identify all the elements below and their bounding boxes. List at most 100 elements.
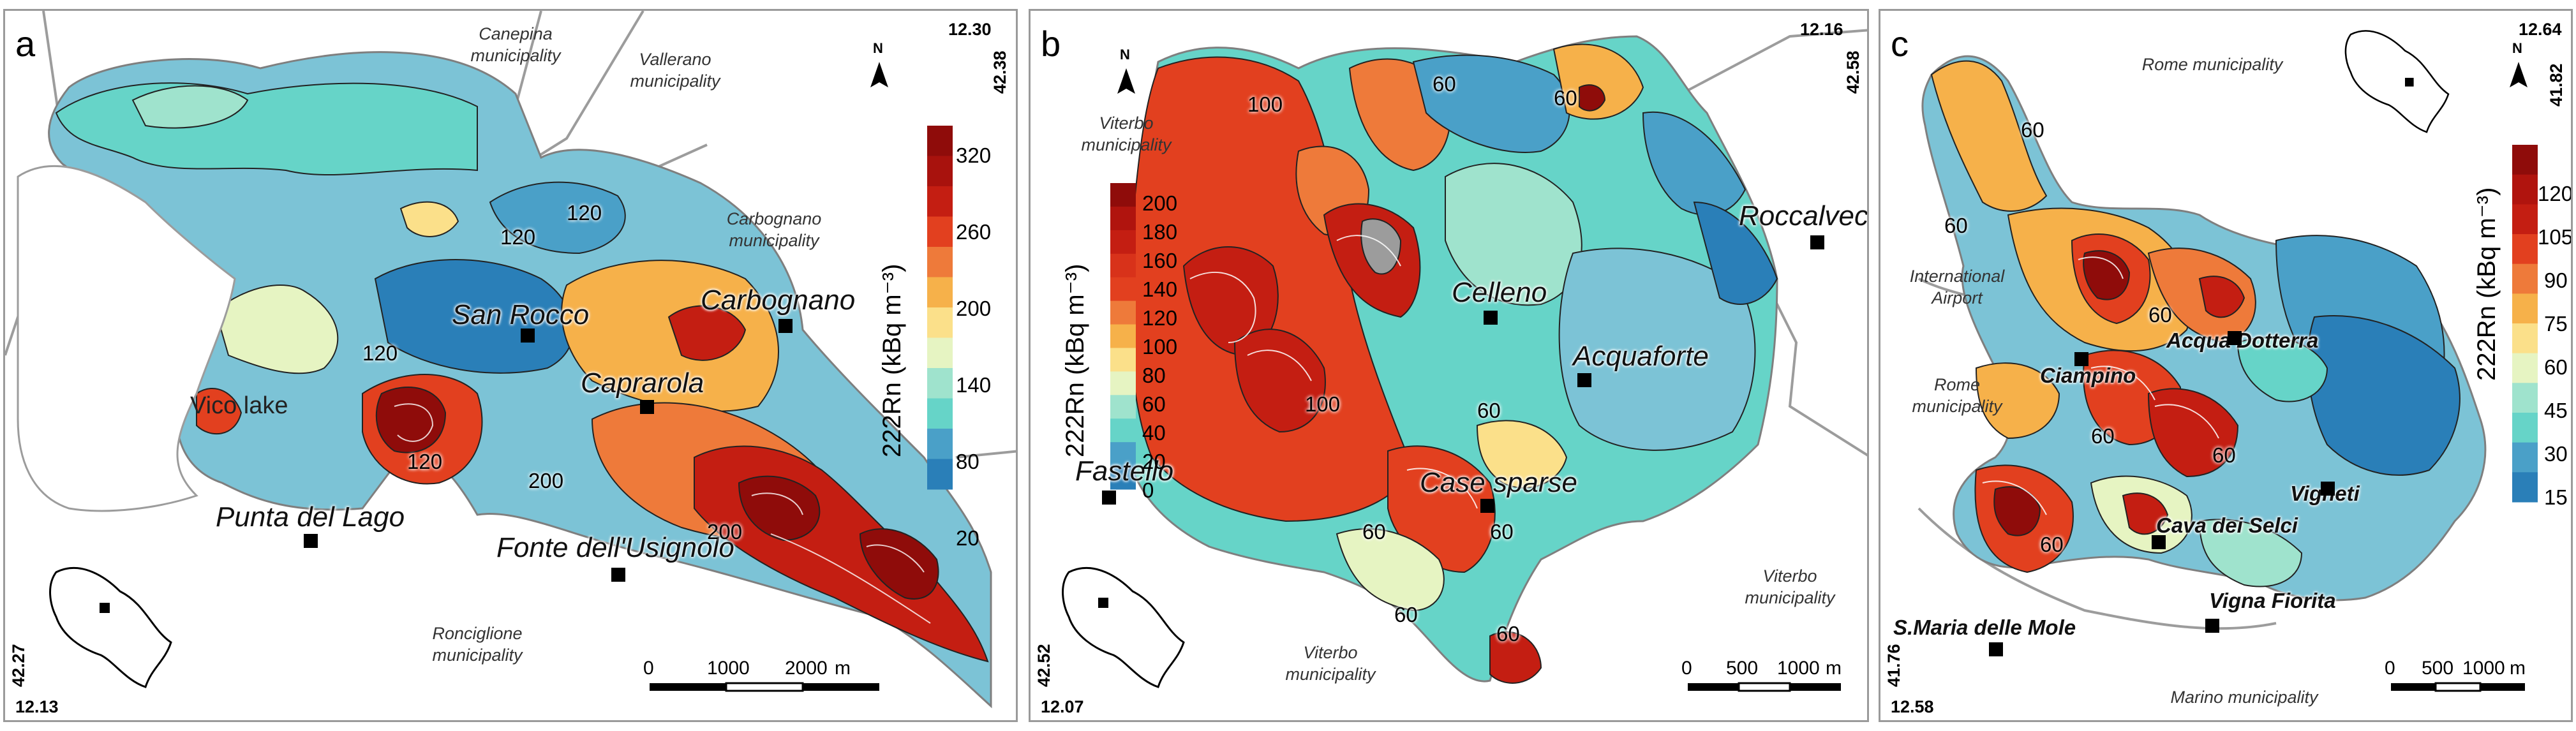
place-marker [2205, 619, 2219, 633]
legend-swatch [2512, 263, 2538, 294]
north-label: N [1120, 47, 1130, 63]
legend-tick: 0 [1142, 478, 1154, 502]
place-label: Celleno [1452, 277, 1547, 308]
place-marker [2228, 331, 2242, 345]
legend-swatch [927, 126, 953, 156]
place-label: Roccalvecce [1739, 200, 1868, 232]
legend-swatch [2512, 472, 2538, 503]
map-a [5, 11, 1016, 709]
coord-lon-bottom: 12.13 [15, 697, 59, 716]
inset-map-a [49, 566, 172, 688]
legend-tick: 140 [956, 373, 992, 397]
scale-bar-b-shape [1688, 682, 1841, 692]
legend-swatch [927, 307, 953, 338]
coord-lat-top: 42.58 [1843, 50, 1863, 94]
place-label: Punta del Lago [216, 501, 405, 533]
municipality-label: Viterbo municipality [1081, 114, 1172, 154]
legend-swatch [2512, 293, 2538, 324]
legend-bar-c [2512, 145, 2538, 503]
north-label: N [873, 40, 883, 56]
contour-label: 120 [567, 201, 602, 225]
place-label: Caprarola [581, 367, 704, 399]
panel-label: a [15, 24, 36, 64]
scale-tick: 0 [2385, 658, 2395, 679]
contour-label: 60 [1433, 72, 1456, 96]
north-label: N [2512, 40, 2522, 56]
coord-lon-top: 12.30 [948, 20, 992, 39]
legend-tick: 120 [2538, 182, 2573, 205]
contour-label: 60 [1944, 214, 1968, 237]
place-label: Case sparse [1420, 467, 1578, 498]
scale-tick: 1000 [1777, 658, 1820, 679]
contour-label: 60 [2148, 303, 2172, 327]
place-marker [2152, 535, 2166, 549]
scale-tick: 500 [2422, 658, 2454, 679]
legend-swatch [927, 429, 953, 459]
municipality-label: International Airport [1909, 267, 2005, 307]
legend-tick: 180 [1142, 220, 1178, 244]
coord-lat-bottom: 42.52 [1034, 644, 1053, 687]
legend-swatch [1110, 418, 1136, 443]
legend-swatch [1110, 253, 1136, 278]
place-label: Vigna Fiorita [2209, 589, 2336, 612]
place-marker [1102, 491, 1116, 505]
municipality-label: Viterbo municipality [1285, 643, 1376, 684]
scale-tick: 1000 [2462, 658, 2505, 679]
legend-swatch [927, 368, 953, 399]
legend-tick: 320 [956, 144, 992, 167]
legend-tick: 200 [1142, 191, 1178, 215]
scale-tick: 0 [643, 658, 654, 679]
municipality-label: Viterbo municipality [1745, 566, 1835, 607]
legend-swatch [2512, 353, 2538, 383]
legend-tick: 80 [956, 450, 979, 473]
contour-label: 120 [362, 341, 398, 365]
legend-tick: 60 [2544, 355, 2568, 379]
coord-lat-bottom: 41.76 [1884, 644, 1903, 687]
legend-title: 222Rn (kBq m⁻³) [2473, 187, 2501, 381]
legend-swatch [1110, 371, 1136, 395]
lake-label: Vico lake [190, 392, 288, 419]
contour-label: 60 [2091, 424, 2115, 448]
place-label: San Rocco [452, 299, 590, 330]
legend-tick: 200 [956, 297, 992, 320]
coord-lon-top: 12.16 [1800, 20, 1843, 39]
legend-swatch [2512, 234, 2538, 265]
contour-label: 60 [1477, 399, 1501, 422]
legend-title: 222Rn (kBq m⁻³) [1061, 263, 1089, 457]
contour-label: 120 [500, 225, 536, 249]
coord-lon-top: 12.64 [2519, 20, 2562, 39]
legend-swatch [2512, 145, 2538, 175]
legend-bar-a [927, 126, 953, 490]
contour-label: 100 [1305, 392, 1341, 416]
legend-tick: 120 [1142, 306, 1178, 330]
legend-tick: 90 [2544, 269, 2568, 292]
legend-swatch [1110, 183, 1136, 207]
legend-tick: 20 [1142, 450, 1166, 473]
contour-label: 100 [1247, 92, 1283, 116]
map-c [1917, 30, 2538, 692]
scale-bar-c-shape [2391, 682, 2525, 692]
inset-map-c [2344, 30, 2450, 133]
scale-tick: 1000 [707, 658, 750, 679]
contour-label: 60 [2021, 118, 2044, 142]
legend-tick: 140 [1142, 277, 1178, 301]
scale-unit: m [835, 658, 851, 679]
legend-swatch [927, 186, 953, 217]
contour-label: 60 [1554, 86, 1577, 110]
municipality-label: Ronciglione municipality [432, 624, 523, 665]
scale-tick: 500 [1726, 658, 1759, 679]
legend-swatch [2512, 204, 2538, 235]
municipality-label: Rome municipality [2141, 55, 2283, 74]
place-marker [1989, 642, 2003, 656]
place-marker [2321, 482, 2335, 496]
municipality-label: Marino municipality [2170, 688, 2318, 707]
municipality-label: Vallerano municipality [630, 50, 720, 91]
legend-tick: 100 [1142, 335, 1178, 358]
panel-label: b [1041, 24, 1061, 64]
place-marker [640, 400, 654, 414]
scale-unit: m [2510, 658, 2526, 679]
legend-tick: 20 [956, 526, 979, 550]
legend-swatch [2512, 442, 2538, 473]
legend-swatch [927, 156, 953, 187]
place-marker [611, 568, 625, 582]
